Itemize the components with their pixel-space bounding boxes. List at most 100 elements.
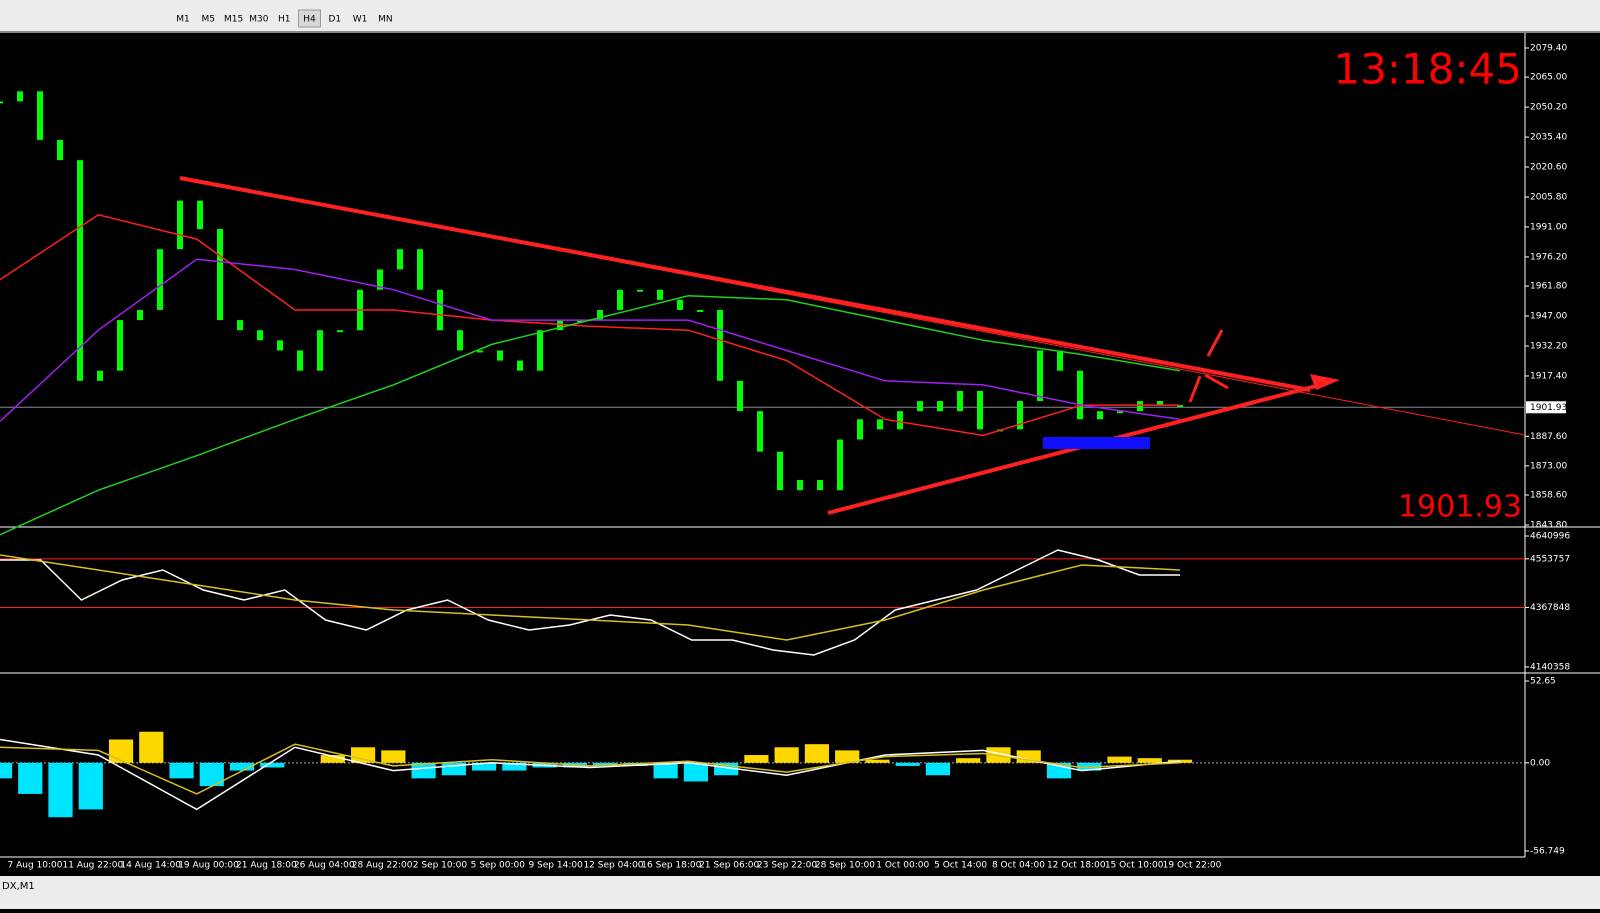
arrow bbox=[1188, 375, 1202, 403]
timeframe-label[interactable]: M5 bbox=[202, 15, 216, 25]
timeframe-label[interactable]: W1 bbox=[353, 15, 368, 25]
candle bbox=[777, 451, 783, 491]
x-tick-label: 5 Oct 14:00 bbox=[934, 861, 987, 871]
candle bbox=[797, 480, 803, 491]
y-tick-label: 4140358 bbox=[1530, 663, 1570, 673]
x-tick-label: 28 Aug 22:00 bbox=[352, 861, 413, 871]
histogram-bar bbox=[683, 762, 708, 782]
histogram-bar bbox=[411, 762, 436, 779]
histogram-bar bbox=[48, 762, 73, 818]
timeframe-label[interactable]: D1 bbox=[328, 15, 341, 25]
candle bbox=[637, 289, 643, 292]
support-zone bbox=[1043, 437, 1150, 449]
candle bbox=[277, 340, 283, 351]
candle bbox=[0, 101, 3, 104]
x-tick-label: 14 Aug 14:00 bbox=[120, 861, 181, 871]
histogram-bar bbox=[835, 750, 860, 763]
y-tick-label: 4553757 bbox=[1530, 554, 1570, 564]
candle bbox=[1097, 411, 1103, 420]
candle bbox=[1017, 401, 1023, 430]
timeframe-label[interactable]: M30 bbox=[249, 15, 268, 25]
candle bbox=[1057, 350, 1063, 371]
separator bbox=[0, 31, 1600, 33]
trend-line bbox=[179, 176, 1311, 392]
candle bbox=[157, 249, 163, 310]
candle bbox=[197, 200, 203, 229]
candle bbox=[397, 249, 403, 270]
timeframe-button[interactable] bbox=[298, 9, 321, 28]
timeframe-label[interactable]: M1 bbox=[176, 15, 190, 25]
y-tick-label: 1961.80 bbox=[1530, 282, 1567, 292]
y-tick-label: 2035.40 bbox=[1530, 133, 1567, 143]
x-tick-label: 5 Sep 00:00 bbox=[471, 861, 526, 871]
timeframe-label[interactable]: H1 bbox=[278, 15, 291, 25]
y-tick-label: 1873.00 bbox=[1530, 461, 1567, 471]
x-tick-label: 23 Sep 22:00 bbox=[757, 861, 817, 871]
price-panel: 2079.40 2065.00 2050.20 2035.40 2020.60 2005.… bbox=[0, 43, 1567, 871]
histogram-bar bbox=[350, 747, 376, 763]
moving-average bbox=[0, 295, 1181, 536]
histogram-bar bbox=[229, 762, 255, 771]
candle bbox=[17, 91, 23, 102]
clock: 13:18:45 bbox=[1333, 45, 1522, 94]
candle bbox=[117, 320, 123, 371]
arrow bbox=[1206, 329, 1224, 357]
histogram-bar bbox=[199, 762, 224, 787]
candle bbox=[1117, 411, 1123, 414]
moving-average bbox=[0, 258, 1181, 422]
candle bbox=[917, 401, 923, 412]
candle bbox=[37, 91, 43, 140]
x-tick-label: 21 Sep 06:00 bbox=[699, 861, 759, 871]
histogram-bar bbox=[139, 731, 164, 763]
histogram-bar bbox=[744, 755, 769, 763]
x-tick-label: 2 Sep 10:00 bbox=[413, 861, 468, 871]
candle bbox=[437, 289, 443, 331]
x-tick-label: 12 Oct 18:00 bbox=[1047, 861, 1106, 871]
toolbar bbox=[0, 0, 1600, 31]
toolbar-buttons: M1 M5 M15 M30 H1 H4 D1 W1 MN bbox=[176, 9, 393, 28]
candle bbox=[737, 380, 743, 412]
x-tick-label: 12 Sep 04:00 bbox=[583, 861, 643, 871]
candle bbox=[297, 350, 303, 371]
y-tick-label: 2020.60 bbox=[1530, 163, 1567, 173]
timeframe-label[interactable]: M15 bbox=[224, 15, 243, 25]
timeframe-label[interactable]: MN bbox=[378, 15, 393, 25]
histogram-bar bbox=[895, 762, 920, 766]
candle bbox=[897, 411, 903, 430]
y-tick-label: 1932.20 bbox=[1530, 342, 1567, 352]
candle bbox=[617, 289, 623, 310]
candle bbox=[1077, 370, 1083, 420]
candle bbox=[257, 330, 263, 341]
signal-line bbox=[0, 743, 1181, 795]
histogram-bar bbox=[1137, 758, 1162, 763]
arrow bbox=[1204, 373, 1229, 390]
y-tick-label: 0.00 bbox=[1530, 758, 1550, 768]
x-tick-label: 19 Aug 00:00 bbox=[178, 861, 239, 871]
timeframe-label[interactable]: H4 bbox=[303, 15, 316, 25]
candle bbox=[417, 249, 423, 290]
y-tick-label: 1976.20 bbox=[1530, 252, 1567, 262]
y-tick-label: 1917.40 bbox=[1530, 371, 1567, 381]
x-tick-label: 8 Oct 04:00 bbox=[992, 861, 1045, 871]
candle bbox=[97, 370, 103, 381]
histogram-bar bbox=[0, 762, 13, 779]
x-tick-label: 7 Aug 10:00 bbox=[8, 861, 63, 871]
current-price-label: 1901.93 bbox=[1530, 403, 1567, 413]
candle bbox=[717, 309, 723, 381]
x-tick-label: 19 Oct 22:00 bbox=[1163, 861, 1222, 871]
histogram-bar bbox=[1107, 756, 1132, 763]
candle bbox=[677, 299, 683, 310]
histogram-bar bbox=[472, 762, 497, 771]
y-tick-label: 2065.00 bbox=[1530, 73, 1567, 83]
histogram-bar bbox=[925, 762, 951, 776]
candle bbox=[457, 330, 463, 351]
histogram-bar bbox=[774, 747, 799, 763]
y-tick-label: 1887.60 bbox=[1530, 432, 1567, 442]
histogram-bar bbox=[169, 762, 194, 779]
chart-tab[interactable]: DX,M1 bbox=[2, 881, 35, 892]
status-bar bbox=[0, 876, 1600, 909]
x-tick-label: 9 Sep 14:00 bbox=[528, 861, 583, 871]
histogram-bar bbox=[78, 762, 103, 810]
candle bbox=[1137, 401, 1143, 412]
